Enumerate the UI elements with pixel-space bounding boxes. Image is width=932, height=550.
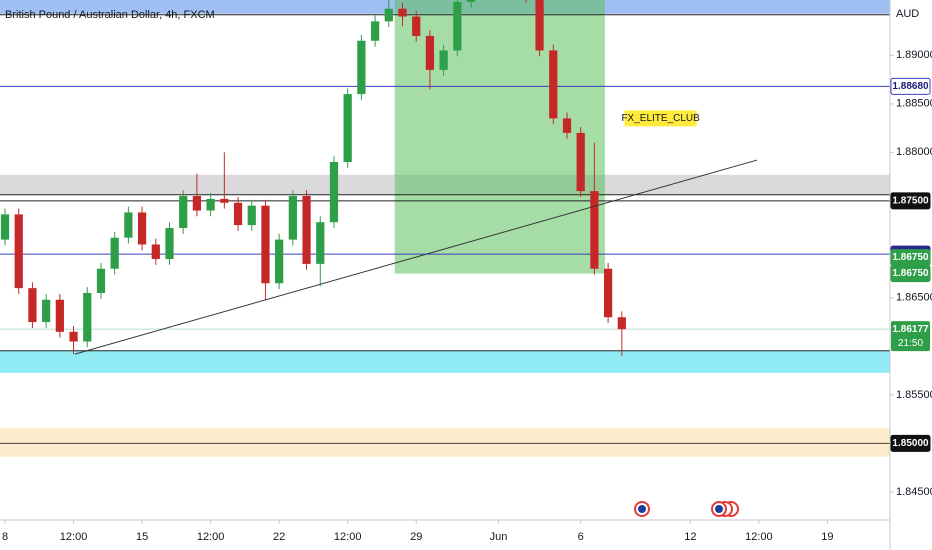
- candle-body: [398, 8, 407, 17]
- x-tick-label: 12:00: [334, 531, 362, 543]
- candle-body: [466, 0, 476, 2]
- y-tick-label: 1.86500: [896, 292, 932, 304]
- candle-body: [302, 195, 311, 264]
- x-tick-label: 22: [273, 531, 285, 543]
- x-tick-label: 8: [2, 531, 8, 543]
- chart-title: British Pound / Australian Dollar, 4h, F…: [5, 9, 215, 21]
- candle-body: [562, 118, 572, 133]
- candle-body: [28, 288, 37, 323]
- y-tick-label: 1.88500: [896, 98, 932, 110]
- annotation: FX_ELITE_CLUB: [621, 113, 700, 124]
- candle-body: [42, 299, 51, 323]
- candle-body: [192, 195, 202, 211]
- candle-body: [357, 40, 366, 95]
- price-label-box: [890, 192, 931, 210]
- currency-label: AUD: [896, 8, 919, 20]
- countdown-label: 21:50: [898, 338, 923, 349]
- candle-body: [535, 0, 544, 51]
- y-tick-label: 1.84500: [896, 486, 932, 498]
- y-tick-label: 1.89000: [896, 49, 932, 61]
- candle-body: [439, 50, 448, 70]
- trendline: [74, 159, 758, 355]
- y-tick-label: 1.88000: [896, 146, 932, 158]
- price-label: 1.88680: [892, 81, 929, 92]
- candle-body: [55, 299, 64, 332]
- candle-body: [151, 244, 160, 260]
- last-price-box: [891, 321, 930, 352]
- x-tick-label: 19: [821, 531, 833, 543]
- candle-body: [137, 212, 147, 245]
- price-label-box: [890, 249, 931, 267]
- x-tick-label: 12: [684, 531, 696, 543]
- zone: [0, 427, 890, 457]
- candle-body: [576, 132, 585, 192]
- candle-body: [549, 50, 558, 119]
- candle-body: [83, 292, 92, 342]
- candle-body: [453, 1, 462, 51]
- candle-body: [165, 227, 174, 260]
- candle-body: [412, 16, 421, 36]
- event-icon: [638, 505, 646, 513]
- candle-body: [370, 21, 380, 41]
- candle-body: [603, 268, 613, 318]
- candle-body: [343, 94, 352, 163]
- event-icon: [715, 505, 723, 513]
- candle-body: [179, 195, 188, 228]
- price-label-box: [890, 77, 931, 95]
- x-tick-label: 12:00: [745, 531, 773, 543]
- candle-body: [316, 222, 325, 264]
- price-label: 1.87500: [892, 195, 929, 206]
- price-label: 1.86750: [892, 252, 929, 263]
- last-price-label: 1.86177: [892, 324, 929, 335]
- x-tick-label: Jun: [490, 531, 508, 543]
- x-tick-label: 6: [578, 531, 584, 543]
- axes: [0, 0, 891, 550]
- price-label: 1.85000: [892, 438, 929, 449]
- y-tick-label: 1.85500: [896, 389, 932, 401]
- candle-body: [96, 268, 106, 293]
- candle-body: [233, 202, 243, 226]
- candle-body: [261, 205, 270, 284]
- price-label: 1.86750: [892, 268, 929, 279]
- x-tick-label: 12:00: [197, 531, 225, 543]
- candle-body: [206, 198, 215, 211]
- candle-body: [590, 191, 599, 269]
- candle-body: [288, 195, 297, 240]
- candle-body: [617, 317, 626, 330]
- price-label-box: [890, 434, 931, 452]
- candle-body: [69, 331, 78, 342]
- candle-body: [275, 239, 284, 284]
- candle-body: [110, 237, 119, 269]
- x-tick-label: 15: [136, 531, 148, 543]
- candle-body: [14, 214, 23, 289]
- candle-body: [124, 212, 133, 238]
- candle-body: [425, 35, 435, 70]
- candle-body: [329, 162, 339, 223]
- candle-body: [384, 8, 393, 22]
- candle-body: [247, 205, 256, 226]
- zone: [0, 350, 890, 373]
- x-tick-label: 29: [410, 531, 422, 543]
- candle-body: [220, 198, 229, 203]
- x-tick-label: 12:00: [60, 531, 88, 543]
- candle-body: [0, 214, 10, 240]
- annotation-box: [624, 110, 697, 127]
- event-icons: [634, 501, 739, 517]
- plot-area: FX_ELITE_CLUB: [0, 0, 890, 457]
